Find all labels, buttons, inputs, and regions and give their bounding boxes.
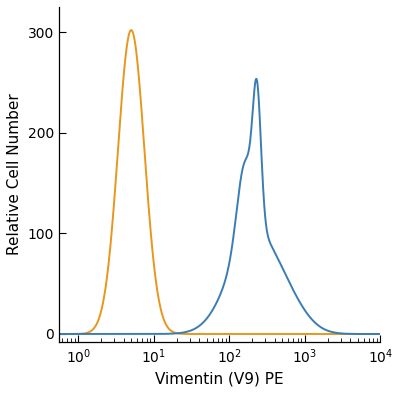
- Y-axis label: Relative Cell Number: Relative Cell Number: [7, 94, 22, 255]
- X-axis label: Vimentin (V9) PE: Vimentin (V9) PE: [155, 371, 284, 386]
